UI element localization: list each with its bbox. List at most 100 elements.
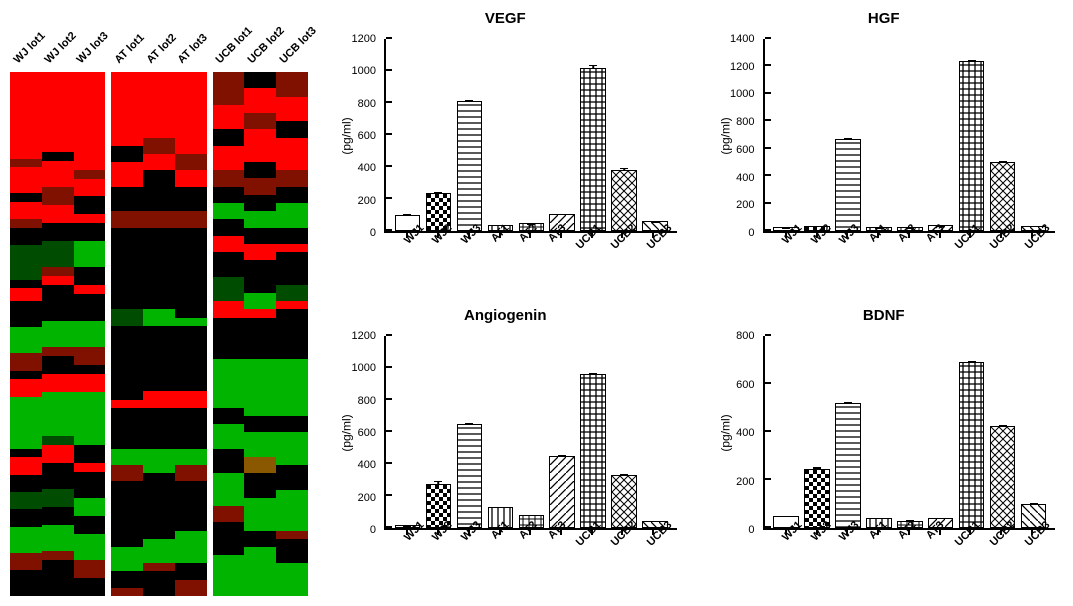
bar-slot <box>519 336 545 528</box>
heatmap-cell <box>276 138 308 171</box>
heatmap-cell <box>42 507 74 525</box>
heatmap-cell <box>10 280 42 289</box>
y-tick-label: 800 <box>336 98 376 110</box>
heatmap-cell <box>175 465 207 481</box>
bar <box>990 426 1016 528</box>
x-tick-label: WJ1 <box>401 222 426 247</box>
y-tick-label: 200 <box>336 195 376 207</box>
heatmap-cell <box>213 506 245 522</box>
y-tick-label: 1400 <box>715 33 755 45</box>
heatmap-cell <box>74 285 106 294</box>
heatmap-cell <box>175 563 207 579</box>
heatmap-cell <box>42 445 74 463</box>
bar-slot <box>897 336 923 528</box>
bar-slot <box>773 336 799 528</box>
heatmap-cell <box>74 241 106 268</box>
heatmap-cell <box>175 408 207 449</box>
bar-slot <box>928 39 954 231</box>
y-tick-label: 200 <box>715 476 755 488</box>
heatmap-cell <box>74 347 106 365</box>
bar-slot <box>549 336 575 528</box>
error-bar <box>620 168 628 171</box>
heatmap-cell <box>244 129 276 162</box>
heatmap-lane <box>10 72 42 596</box>
heatmap-cell <box>111 547 143 572</box>
heatmap-cell <box>175 154 207 170</box>
x-tick-label: AT3 <box>543 519 568 544</box>
heatmap-cell <box>143 571 175 596</box>
error-bar <box>403 214 411 216</box>
plot-area <box>384 336 677 530</box>
error-bar <box>434 192 442 194</box>
y-axis-label: (pg/ml) <box>340 117 354 154</box>
heatmap-cell <box>10 72 42 159</box>
bar <box>959 362 985 528</box>
bar-slot <box>611 39 637 231</box>
bar-slot <box>835 336 861 528</box>
plot-area <box>384 39 677 233</box>
bar <box>990 162 1016 231</box>
heatmap-cell <box>42 321 74 348</box>
heatmap-cell <box>74 578 106 596</box>
heatmap-lane <box>175 72 207 596</box>
heatmap-cell <box>143 154 175 170</box>
y-tick-label: 0 <box>336 524 376 536</box>
heatmap-cell <box>143 228 175 310</box>
heatmap-cell <box>111 588 143 596</box>
bars-container <box>386 336 677 528</box>
heatmap-cell <box>143 309 175 325</box>
heatmap-cell <box>244 260 276 293</box>
bar <box>835 403 861 528</box>
heatmap-cell <box>276 252 308 285</box>
x-tick-label: WJ2 <box>808 222 833 247</box>
heatmap-cell <box>111 481 143 547</box>
heatmap-cell <box>244 416 276 432</box>
y-tick-label: 1000 <box>336 362 376 374</box>
bar-slot <box>773 39 799 231</box>
heatmap-cell <box>42 374 74 392</box>
heatmap-cell <box>111 400 143 408</box>
bar-slot <box>457 336 483 528</box>
y-tick-label: 1200 <box>336 33 376 45</box>
y-tick-label: 200 <box>715 199 755 211</box>
heatmap-cell <box>276 531 308 539</box>
bar-slot <box>959 336 985 528</box>
heatmap-col-label: AT lot2 <box>144 32 178 66</box>
heatmap-cell <box>111 465 143 481</box>
error-bar <box>844 138 852 140</box>
error-bar <box>496 507 504 509</box>
bar-slot <box>1021 39 1047 231</box>
heatmap-cell <box>276 416 308 432</box>
bar-slot <box>426 336 452 528</box>
heatmap-cell <box>42 205 74 223</box>
bar-charts-grid: VEGF020040060080010001200(pg/ml)WJ1WJ2WJ… <box>326 10 1063 596</box>
heatmap-group <box>10 72 105 596</box>
heatmap-cell <box>175 211 207 227</box>
heatmap-cell <box>74 223 106 241</box>
error-bar <box>589 65 597 69</box>
y-axis-label: (pg/ml) <box>340 414 354 451</box>
bar-slot <box>395 39 421 231</box>
heatmap-cell <box>244 72 276 88</box>
bar-slot <box>519 39 545 231</box>
x-tick-label: AT2 <box>894 519 919 544</box>
heatmap-cell <box>175 318 207 326</box>
y-tick-label: 400 <box>715 172 755 184</box>
heatmap-cell <box>276 170 308 186</box>
heatmap-cell <box>244 162 276 178</box>
y-tick-label: 1200 <box>715 61 755 73</box>
heatmap-cell <box>276 121 308 137</box>
bar-slot <box>611 336 637 528</box>
heatmap-cell <box>143 72 175 138</box>
heatmap-cell <box>276 285 308 301</box>
x-labels: WJ1WJ2WJ3AT1AT2AT3UCB1UCB2UCB3 <box>384 222 677 234</box>
bar-slot <box>866 336 892 528</box>
heatmap-cell <box>175 391 207 407</box>
bar-slot <box>866 39 892 231</box>
heatmap-cell <box>10 371 42 380</box>
heatmap-lane <box>213 72 245 596</box>
bar-slot <box>549 39 575 231</box>
x-labels: WJ1WJ2WJ3AT1AT2AT3UCB1UCB2UCB3 <box>763 222 1056 234</box>
bar-chart: Angiogenin020040060080010001200(pg/ml)WJ… <box>326 307 685 596</box>
heatmap-cell <box>213 252 245 277</box>
